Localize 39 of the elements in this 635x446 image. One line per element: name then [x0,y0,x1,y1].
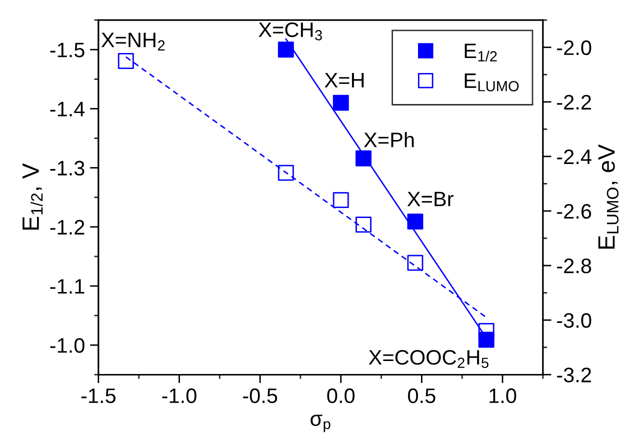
y2-axis-title: E$_{LUMO}$, eV [598,144,619,249]
y-tick-label: -1.4 [50,102,85,116]
x-tick-label: -1.0 [162,388,196,404]
x-axis-title: σ$_{p}$ [310,414,330,432]
point [332,192,349,208]
x-tick-label: 1.0 [490,388,516,404]
y2-tick-label: -2.8 [557,258,592,274]
y-axis-title: E$_{1/2}$, V [22,163,43,230]
y-tick-label: -1.3 [50,160,84,176]
x-tick-label: 0.0 [327,388,355,404]
y-tick-label: -1.1 [50,279,84,294]
annotation: X=Ph [364,132,414,148]
point [278,42,294,58]
x-tick-label: -0.5 [243,388,278,404]
y2-tick-label: -2.4 [557,149,592,164]
x-tick-label: -1.5 [81,388,116,404]
annotation: X=CH$_{3}$ [258,22,322,40]
point [356,150,372,166]
annotation: X=COOC$_{2}$H$_{5}$ [368,350,488,368]
y2-tick-label: -3.2 [557,368,591,382]
y-tick-label: -1.0 [50,338,84,353]
point [278,164,294,181]
point [407,254,424,271]
x-tick-label: 0.5 [408,388,436,404]
y2-tick-label: -3.0 [557,313,592,328]
y-tick-label: -1.5 [50,42,84,58]
point [118,53,134,69]
legend-label: E$_{LUMO}$ [464,74,519,92]
y-tick-label: -1.2 [50,220,84,234]
annotation: X=NH$_{2}$ [101,32,165,50]
annotation: X=Br [407,192,454,206]
point [407,214,424,230]
y2-tick-label: -2.6 [557,204,592,219]
point [356,216,372,233]
y2-tick-label: -2.2 [557,94,591,110]
point [332,94,349,111]
legend-label: E$_{1/2}$ [464,44,497,62]
y2-tick-label: -2.0 [557,40,592,56]
annotation: X=H [324,73,364,88]
